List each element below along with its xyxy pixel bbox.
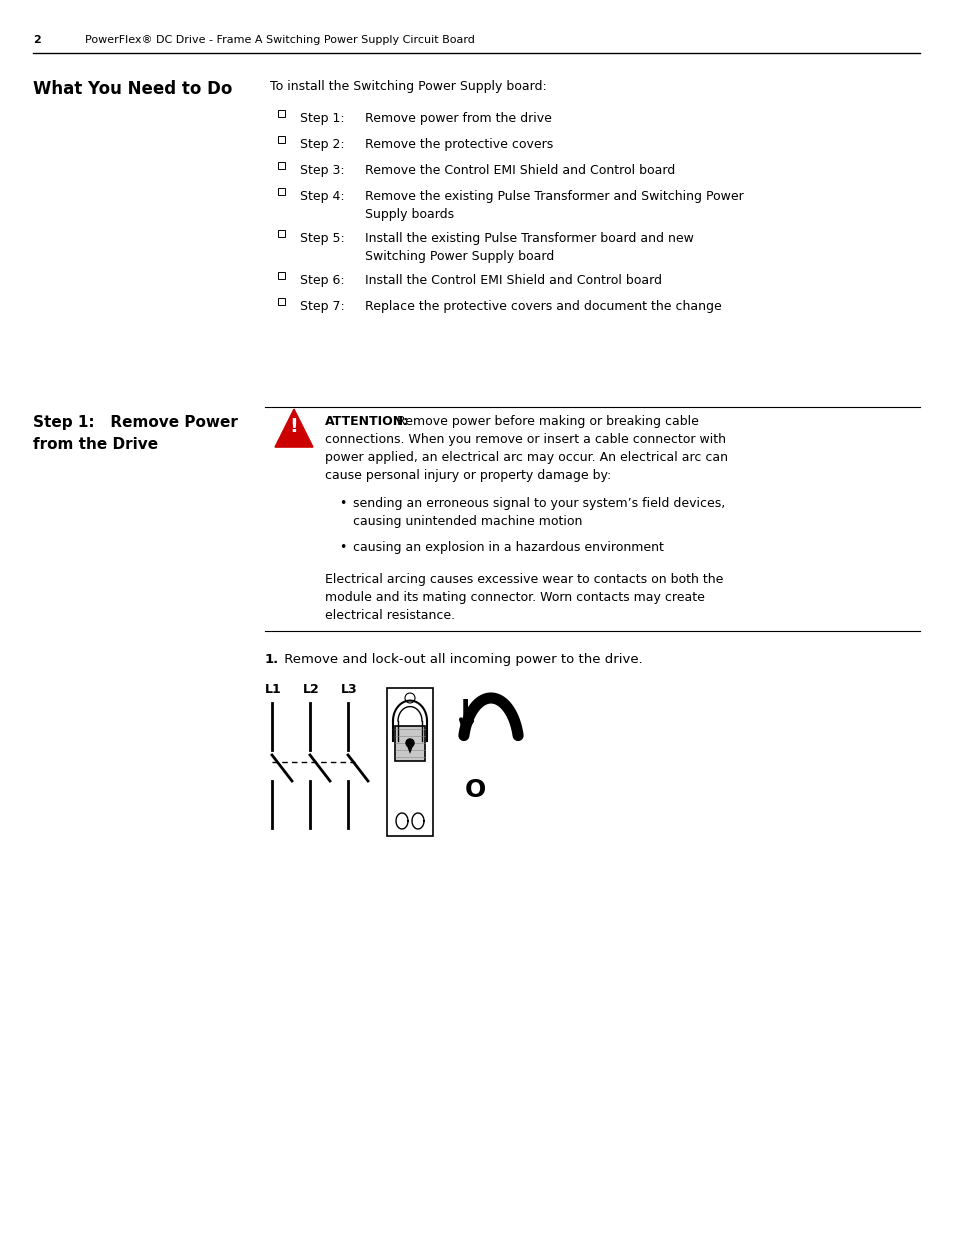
Text: Step 1:   Remove Power: Step 1: Remove Power (33, 415, 237, 430)
Text: Remove the Control EMI Shield and Control board: Remove the Control EMI Shield and Contro… (365, 164, 675, 177)
Polygon shape (407, 746, 413, 755)
Text: Supply boards: Supply boards (365, 207, 454, 221)
Text: Remove power from the drive: Remove power from the drive (365, 112, 551, 125)
Bar (277, 162, 285, 169)
Text: causing an explosion in a hazardous environment: causing an explosion in a hazardous envi… (353, 541, 663, 555)
Text: Step 3:: Step 3: (299, 164, 344, 177)
Text: What You Need to Do: What You Need to Do (33, 80, 233, 98)
Text: module and its mating connector. Worn contacts may create: module and its mating connector. Worn co… (325, 592, 704, 604)
Bar (387, 688, 433, 836)
Text: power applied, an electrical arc may occur. An electrical arc can: power applied, an electrical arc may occ… (325, 451, 727, 464)
Text: L2: L2 (303, 683, 319, 697)
Text: PowerFlex® DC Drive - Frame A Switching Power Supply Circuit Board: PowerFlex® DC Drive - Frame A Switching … (85, 35, 475, 44)
Bar (395, 725, 424, 761)
Text: Step 1:: Step 1: (299, 112, 344, 125)
Text: Remove and lock-out all incoming power to the drive.: Remove and lock-out all incoming power t… (280, 653, 642, 666)
Bar (277, 230, 285, 237)
Bar (277, 272, 285, 279)
Text: Step 5:: Step 5: (299, 232, 344, 245)
Text: 1.: 1. (265, 653, 279, 666)
Text: O: O (464, 778, 486, 802)
Bar (277, 188, 285, 195)
Text: Install the existing Pulse Transformer board and new: Install the existing Pulse Transformer b… (365, 232, 693, 245)
Circle shape (406, 739, 414, 747)
Text: Step 2:: Step 2: (299, 138, 344, 151)
Text: L1: L1 (265, 683, 281, 697)
Text: Step 7:: Step 7: (299, 300, 344, 312)
Text: Install the Control EMI Shield and Control board: Install the Control EMI Shield and Contr… (365, 274, 661, 287)
Text: I: I (460, 698, 470, 722)
Bar (277, 136, 285, 143)
Text: Electrical arcing causes excessive wear to contacts on both the: Electrical arcing causes excessive wear … (325, 573, 722, 585)
Text: •: • (338, 541, 346, 555)
Text: cause personal injury or property damage by:: cause personal injury or property damage… (325, 469, 611, 482)
Text: 2: 2 (33, 35, 41, 44)
Text: connections. When you remove or insert a cable connector with: connections. When you remove or insert a… (325, 433, 725, 446)
Text: •: • (338, 496, 346, 510)
Polygon shape (274, 409, 313, 447)
Bar (277, 110, 285, 117)
Text: ATTENTION:: ATTENTION: (325, 415, 409, 429)
Text: Step 6:: Step 6: (299, 274, 344, 287)
Text: Remove power before making or breaking cable: Remove power before making or breaking c… (393, 415, 699, 429)
Text: Step 4:: Step 4: (299, 190, 344, 203)
Text: To install the Switching Power Supply board:: To install the Switching Power Supply bo… (270, 80, 546, 93)
Text: Remove the existing Pulse Transformer and Switching Power: Remove the existing Pulse Transformer an… (365, 190, 743, 203)
Text: Switching Power Supply board: Switching Power Supply board (365, 249, 554, 263)
Text: from the Drive: from the Drive (33, 437, 158, 452)
Text: sending an erroneous signal to your system’s field devices,: sending an erroneous signal to your syst… (353, 496, 724, 510)
Text: Replace the protective covers and document the change: Replace the protective covers and docume… (365, 300, 721, 312)
Text: Remove the protective covers: Remove the protective covers (365, 138, 553, 151)
Text: L3: L3 (340, 683, 357, 697)
Text: !: ! (290, 416, 298, 436)
Text: electrical resistance.: electrical resistance. (325, 609, 455, 622)
Text: causing unintended machine motion: causing unintended machine motion (353, 515, 581, 529)
Bar (277, 298, 285, 305)
Circle shape (405, 693, 415, 703)
